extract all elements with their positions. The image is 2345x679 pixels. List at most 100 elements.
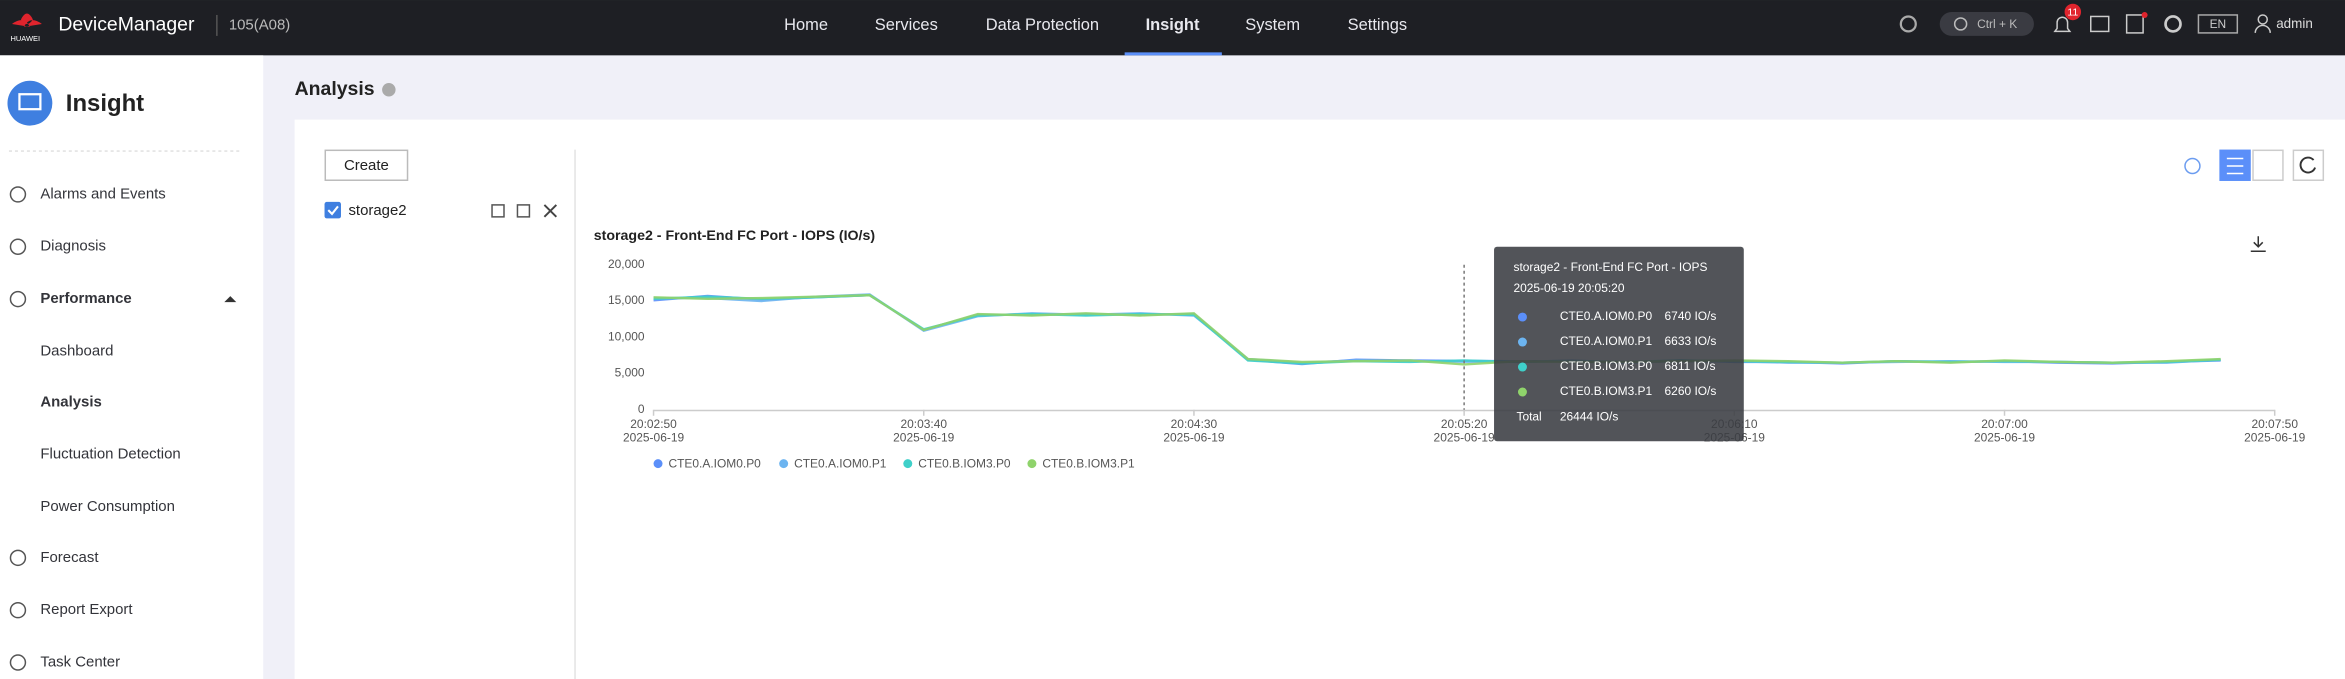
search-icon [1953, 17, 1968, 31]
series-line [653, 293, 2221, 366]
legend-swatch [779, 459, 789, 469]
x-tick-date: 2025-06-19 [1434, 430, 1495, 444]
legend-label[interactable]: CTE0.B.IOM3.P0 [918, 457, 1011, 471]
tooltip-value: 6811 IO/s [1665, 359, 1716, 373]
tooltip-value: 6633 IO/s [1665, 334, 1717, 348]
menu-icon [9, 290, 27, 308]
menu-item[interactable]: Forecast [40, 549, 99, 566]
refresh-button[interactable] [2292, 149, 2325, 181]
x-tick-label: 20:02:50 [630, 417, 677, 431]
user-name[interactable]: admin [2276, 16, 2313, 31]
copy-icon[interactable] [516, 204, 531, 218]
help-icon[interactable] [382, 83, 396, 97]
task-dot [2141, 11, 2148, 18]
nav-item[interactable]: Data Protection [986, 16, 1099, 34]
alert-badge [2064, 3, 2082, 21]
y-tick-label: 20,000 [608, 257, 645, 271]
legend-swatch [653, 459, 663, 469]
nav-item[interactable]: Services [875, 16, 938, 34]
tooltip-name: CTE0.A.IOM0.P1 [1560, 334, 1653, 348]
close-icon[interactable] [543, 204, 558, 218]
tooltip-dot [1517, 362, 1527, 372]
legend-label[interactable]: CTE0.A.IOM0.P1 [794, 457, 887, 471]
download-icon[interactable] [2250, 236, 2266, 253]
settings-icon[interactable] [2164, 15, 2182, 33]
expand-caret [224, 296, 237, 303]
x-tick-label: 20:03:40 [900, 417, 947, 431]
nav-item[interactable]: System [1245, 16, 1300, 34]
x-tick-date: 2025-06-19 [2244, 430, 2305, 444]
list-glyph [2226, 157, 2244, 175]
checkbox[interactable] [324, 201, 341, 219]
sidebar-title: Insight [66, 90, 144, 117]
logo [11, 13, 42, 27]
menu-item[interactable]: Power Consumption [40, 498, 175, 515]
x-tick-date: 2025-06-19 [623, 430, 684, 444]
theme-icon[interactable] [1899, 15, 1917, 33]
nav-item[interactable]: Insight [1146, 16, 1200, 34]
x-tick-label: 20:07:50 [2251, 417, 2298, 431]
menu-item[interactable]: Alarms and Events [40, 185, 165, 202]
menu-item[interactable]: Report Export [40, 601, 133, 618]
chart-title: storage2 - Front-End FC Port - IOPS (IO/… [594, 228, 876, 244]
nav-active-bar [1124, 52, 1222, 56]
menu-item[interactable]: Fluctuation Detection [40, 446, 180, 463]
object-name: storage2 [348, 202, 406, 219]
menu-icon [9, 654, 27, 671]
insight-icon-glyph [18, 93, 42, 111]
monitor-icon[interactable] [2090, 15, 2110, 33]
tooltip-time: 2025-06-19 20:05:20 [1513, 281, 1624, 295]
tooltip [1494, 246, 1744, 442]
menu-item[interactable]: Analysis [40, 393, 101, 410]
x-tick-date: 2025-06-19 [1974, 430, 2035, 444]
alert-count: 11 [2067, 7, 2078, 18]
tooltip-name: CTE0.B.IOM3.P1 [1560, 384, 1653, 398]
lang: EN [2210, 17, 2227, 31]
nav-item[interactable]: Home [784, 16, 828, 34]
legend-label[interactable]: CTE0.B.IOM3.P1 [1042, 457, 1135, 471]
y-tick-label: 15,000 [608, 293, 645, 307]
tooltip-dot [1517, 387, 1527, 397]
tooltip-dot [1517, 312, 1527, 322]
menu-item[interactable]: Diagnosis [40, 238, 106, 255]
nav-item[interactable]: Settings [1348, 16, 1407, 34]
create-label: Create [344, 157, 389, 174]
menu-item[interactable]: Performance [40, 290, 131, 307]
app-name: DeviceManager [58, 14, 195, 36]
legend-swatch [1027, 459, 1037, 469]
legend-label[interactable]: CTE0.A.IOM0.P0 [669, 457, 762, 471]
brand: HUAWEI [10, 34, 40, 43]
search-hint: Ctrl + K [1977, 17, 2017, 31]
x-tick-date: 2025-06-19 [1163, 430, 1224, 444]
sidebar [0, 55, 264, 679]
edit-icon[interactable] [491, 204, 505, 218]
bell-icon[interactable] [2053, 16, 2072, 33]
time-icon[interactable] [2184, 157, 2201, 175]
page-title: Analysis [295, 78, 375, 100]
menu-item[interactable]: Task Center [40, 653, 120, 670]
card [294, 119, 2345, 679]
task-icon[interactable] [2125, 14, 2144, 34]
tooltip-value: 6740 IO/s [1665, 309, 1717, 323]
user-icon-body [2254, 24, 2271, 33]
tooltip-value: 6260 IO/s [1665, 384, 1717, 398]
tooltip-total-name: Total [1516, 409, 1541, 423]
y-tick-label: 0 [638, 402, 645, 416]
tooltip-dot [1517, 337, 1527, 347]
tooltip-name: CTE0.B.IOM3.P0 [1560, 359, 1653, 373]
lang-box[interactable] [2197, 14, 2239, 34]
menu-icon [9, 238, 27, 256]
menu-icon [9, 601, 27, 619]
grid-view[interactable] [2252, 149, 2284, 181]
tooltip-total: 26444 IO/s [1560, 409, 1618, 423]
menu-icon [9, 549, 27, 567]
tooltip-name: CTE0.A.IOM0.P0 [1560, 309, 1653, 323]
menu-item[interactable]: Dashboard [40, 342, 113, 359]
user-icon[interactable] [2257, 14, 2268, 25]
x-tick-label: 20:05:20 [1441, 417, 1488, 431]
tooltip-title: storage2 - Front-End FC Port - IOPS [1513, 260, 1707, 274]
x-tick-label: 20:07:00 [1981, 417, 2028, 431]
create-button[interactable] [324, 149, 409, 181]
